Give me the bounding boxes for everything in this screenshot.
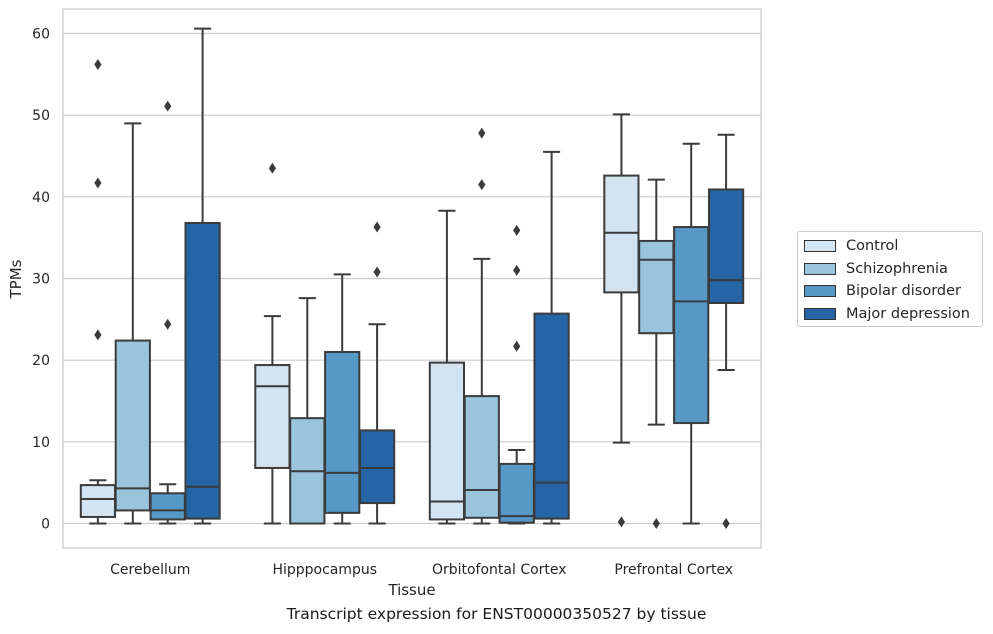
chart-title: Transcript expression for ENST0000035052… [286, 605, 707, 623]
legend-item: Major depression [804, 304, 970, 324]
box-1-0 [254, 162, 291, 525]
box-body [707, 188, 745, 305]
legend-swatch [804, 240, 836, 252]
y-axis-label: TPMs [7, 259, 25, 299]
legend-item: Schizophrenia [804, 259, 948, 279]
y-tick-label: 0 [41, 517, 50, 533]
box-2-2 [498, 224, 535, 525]
x-tick-label: Orbitofontal Cortex [432, 562, 567, 578]
outlier-point [164, 100, 172, 112]
x-tick-label: Cerebellum [110, 562, 190, 578]
box-body [498, 462, 535, 524]
outlier-point [373, 221, 381, 233]
box-1-3 [358, 221, 396, 525]
box-body [79, 484, 117, 518]
box-3-2 [673, 142, 710, 525]
outlier-point [268, 162, 276, 174]
y-tick-label: 10 [32, 435, 50, 451]
box-body [428, 361, 466, 521]
y-tick-label: 30 [32, 272, 50, 288]
y-tick-label: 40 [32, 190, 50, 206]
legend-item: Bipolar disorder [804, 281, 961, 301]
box-3-3 [707, 133, 745, 529]
legend-swatch [804, 262, 836, 275]
plot-frame [62, 8, 762, 549]
box-3-1 [638, 178, 675, 529]
box-0-3 [184, 27, 221, 525]
box-2-1 [463, 127, 500, 525]
legend-swatch [804, 307, 836, 320]
legend: Control Schizophrenia Bipolar disorder Majo… [797, 231, 983, 327]
box-body [463, 395, 500, 519]
outlier-point [652, 518, 660, 529]
box-body [114, 339, 151, 512]
y-tick-label: 60 [32, 27, 50, 43]
outlier-point [617, 516, 625, 528]
outlier-point [513, 224, 521, 236]
box-body [149, 492, 186, 521]
boxes [79, 27, 745, 529]
box-body [533, 312, 570, 520]
box-1-1 [289, 297, 326, 525]
box-3-0 [603, 113, 640, 528]
outlier-point [94, 329, 102, 341]
legend-swatch [804, 285, 836, 297]
outlier-point [478, 127, 486, 139]
box-body [358, 429, 396, 505]
legend-label: Control [846, 238, 899, 254]
outlier-point [94, 59, 102, 71]
y-tick-label: 50 [32, 108, 50, 124]
box-2-3 [533, 150, 570, 525]
box-0-0 [79, 59, 117, 525]
box-0-1 [114, 122, 151, 525]
outlier-point [373, 266, 381, 278]
outlier-point [478, 179, 486, 191]
x-tick-label: Hipppocampus [272, 562, 377, 578]
gridlines [63, 32, 761, 525]
outlier-point [94, 177, 102, 189]
box-body [638, 239, 675, 335]
box-body [324, 351, 361, 514]
x-tick-label: Prefrontal Cortex [614, 562, 733, 578]
legend-label: Major depression [846, 305, 970, 322]
outlier-point [722, 518, 730, 529]
box-body [673, 226, 710, 425]
box-2-0 [428, 209, 466, 525]
outlier-point [513, 340, 521, 352]
legend-label: Schizophrenia [846, 260, 948, 277]
box-body [254, 364, 291, 469]
legend-label: Bipolar disorder [846, 283, 961, 299]
legend-item: Control [804, 236, 898, 256]
tick-labels: 0 10 20 30 40 50 60 Cerebellum Hipppocampus Orbit… [32, 27, 733, 579]
x-axis-label: Tissue [387, 581, 435, 599]
outlier-point [164, 318, 172, 330]
outlier-point [513, 264, 521, 276]
box-0-2 [149, 100, 186, 525]
y-tick-label: 20 [32, 353, 50, 369]
box-1-2 [324, 273, 361, 525]
box-body [603, 174, 640, 294]
box-body [184, 221, 221, 520]
